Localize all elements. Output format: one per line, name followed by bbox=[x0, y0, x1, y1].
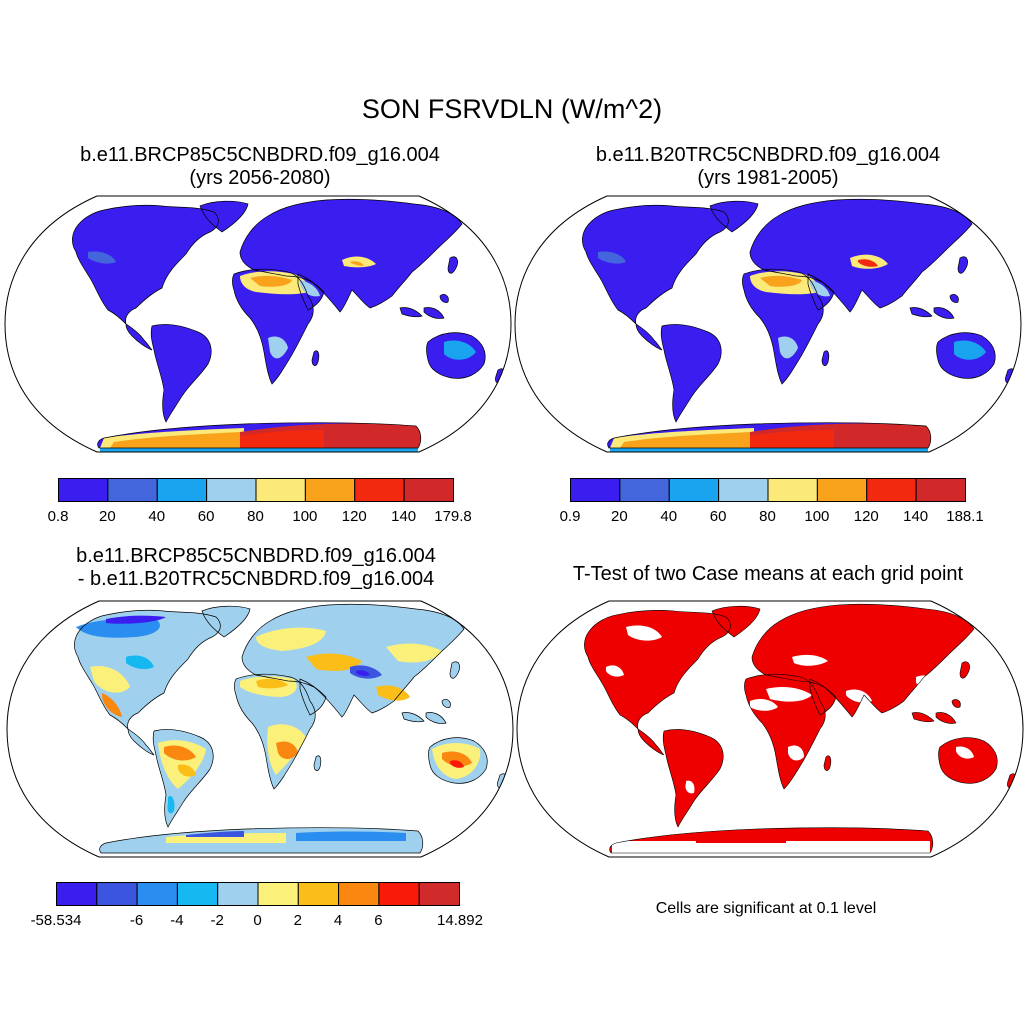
colorbar-box bbox=[570, 478, 621, 502]
colorbar-box bbox=[206, 478, 257, 502]
colorbar-tick-label: 120 bbox=[341, 508, 367, 525]
colorbar-box bbox=[816, 478, 868, 502]
colorbar-tick-label: 40 bbox=[148, 508, 166, 525]
colorbar-box bbox=[668, 478, 720, 502]
colorbar-box bbox=[217, 882, 259, 906]
colorbar-box bbox=[58, 478, 109, 502]
colorbar-box bbox=[378, 882, 420, 906]
map-panel-case2 bbox=[514, 195, 1022, 453]
colorbar-tick-label: 4 bbox=[333, 912, 343, 929]
panel-2-title: b.e11.B20TRC5CNBDRD.f09_g16.004 (yrs 198… bbox=[512, 144, 1024, 190]
map-panel-difference bbox=[6, 600, 514, 858]
colorbar-box bbox=[297, 882, 340, 906]
colorbar-box bbox=[338, 882, 380, 906]
colorbar-box bbox=[915, 478, 966, 502]
panel-1-case-name: b.e11.BRCP85C5CNBDRD.f09_g16.004 bbox=[80, 144, 440, 166]
colorbar-tick-label: 188.1 bbox=[946, 508, 984, 525]
colorbar-tick-label: -2 bbox=[210, 912, 224, 929]
colorbar-box bbox=[156, 478, 208, 502]
colorbar-tick-label: 6 bbox=[374, 912, 383, 929]
colorbar-tick-label: 140 bbox=[391, 508, 417, 525]
colorbar-box bbox=[718, 478, 769, 502]
map-panel-case1 bbox=[4, 195, 512, 453]
colorbar-tick-label: 14.892 bbox=[437, 912, 483, 929]
colorbar-tick-label: 20 bbox=[99, 508, 116, 525]
colorbar-tick-label: 0 bbox=[253, 912, 262, 929]
colorbar-box bbox=[403, 478, 454, 502]
panel-3-case-name: b.e11.BRCP85C5CNBDRD.f09_g16.004 bbox=[76, 545, 436, 567]
significance-note: Cells are significant at 0.1 level bbox=[655, 900, 877, 917]
colorbar-tick-label: 120 bbox=[853, 508, 879, 525]
panel-4-title: T-Test of two Case means at each grid po… bbox=[572, 563, 964, 585]
map-panel-ttest bbox=[516, 600, 1024, 858]
colorbar-box bbox=[354, 478, 405, 502]
colorbar-tick-label: 60 bbox=[197, 508, 215, 525]
colorbar-tick-label: 2 bbox=[293, 912, 302, 929]
colorbar-tick-label: 100 bbox=[292, 508, 318, 525]
colorbar-box bbox=[96, 882, 138, 906]
colorbar-box bbox=[176, 882, 219, 906]
colorbar-tick-label: 20 bbox=[611, 508, 628, 525]
colorbar-case1 bbox=[58, 478, 454, 502]
colorbar-tick-label: 140 bbox=[903, 508, 929, 525]
colorbar-box bbox=[56, 882, 98, 906]
colorbar-tick-label: -4 bbox=[170, 912, 184, 929]
colorbar-box bbox=[255, 478, 306, 502]
colorbar-box bbox=[767, 478, 818, 502]
colorbar-box bbox=[257, 882, 299, 906]
colorbar-tick-label: 40 bbox=[660, 508, 678, 525]
colorbar-tick-label: 100 bbox=[804, 508, 830, 525]
colorbar-tick-label: 0.9 bbox=[559, 508, 581, 525]
colorbar-difference bbox=[56, 882, 460, 906]
colorbar-box bbox=[304, 478, 356, 502]
colorbar-tick-label: 60 bbox=[709, 508, 727, 525]
colorbar-tick-label: -6 bbox=[129, 912, 144, 929]
panel-3-minus-case: - b.e11.B20TRC5CNBDRD.f09_g16.004 bbox=[77, 568, 435, 590]
colorbar-box bbox=[418, 882, 460, 906]
figure-title: SON FSRVDLN (W/m^2) bbox=[361, 94, 663, 124]
panel-1-years: (yrs 2056-2080) bbox=[189, 167, 331, 189]
colorbar-box bbox=[619, 478, 670, 502]
panel-2-years: (yrs 1981-2005) bbox=[697, 167, 839, 189]
colorbar-tick-label: -58.534 bbox=[30, 912, 82, 929]
colorbar-box bbox=[136, 882, 178, 906]
panel-2-case-name: b.e11.B20TRC5CNBDRD.f09_g16.004 bbox=[595, 144, 941, 166]
colorbar-tick-label: 179.8 bbox=[434, 508, 472, 525]
colorbar-tick-label: 0.8 bbox=[47, 508, 69, 525]
colorbar-case2 bbox=[570, 478, 966, 502]
colorbar-tick-label: 80 bbox=[247, 508, 264, 525]
colorbar-box bbox=[866, 478, 917, 502]
panel-1-title: b.e11.BRCP85C5CNBDRD.f09_g16.004 (yrs 20… bbox=[0, 144, 520, 190]
colorbar-box bbox=[107, 478, 158, 502]
colorbar-tick-label: 80 bbox=[759, 508, 776, 525]
panel-3-title: b.e11.BRCP85C5CNBDRD.f09_g16.004 - b.e11… bbox=[0, 545, 512, 591]
